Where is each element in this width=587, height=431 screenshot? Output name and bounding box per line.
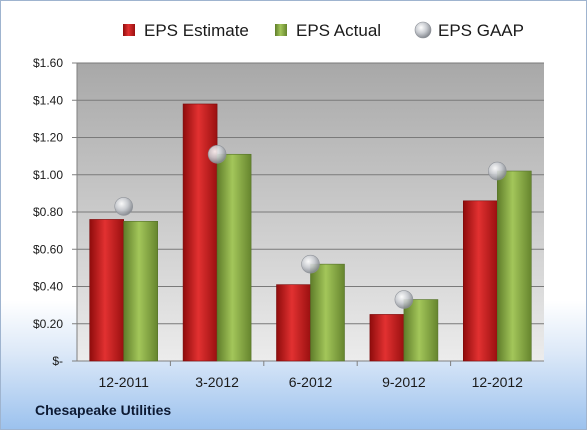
gaap-markers <box>114 144 507 309</box>
marker-eps-gaap <box>394 290 414 309</box>
bar-eps-actual <box>123 221 158 362</box>
y-tick-label: $0.40 <box>33 280 63 294</box>
marker-eps-gaap <box>301 254 320 274</box>
x-tick-label: 3-2012 <box>195 374 239 390</box>
y-tick-label: $- <box>52 354 63 368</box>
y-tick-label: $1.20 <box>33 131 63 145</box>
y-tick-label: $0.20 <box>33 317 63 331</box>
y-tick-label: $1.60 <box>33 56 63 70</box>
legend-label: EPS Estimate <box>144 21 249 40</box>
bar-eps-estimate <box>182 103 218 362</box>
x-tick-label: 12-2012 <box>472 374 524 390</box>
x-tick-label: 9-2012 <box>382 374 426 390</box>
bars <box>89 103 532 362</box>
legend-label: EPS Actual <box>296 21 381 40</box>
bar-eps-actual <box>310 263 345 362</box>
x-tick-label: 12-2011 <box>99 374 150 390</box>
legend-swatch <box>123 24 135 36</box>
x-tick-label: 6-2012 <box>289 374 333 390</box>
bar-eps-actual <box>403 299 439 362</box>
bar-eps-estimate <box>369 314 405 362</box>
bar-eps-estimate <box>89 219 124 362</box>
y-tick-label: $1.40 <box>33 93 63 107</box>
y-tick-label: $1.00 <box>33 168 63 182</box>
legend-swatch <box>414 21 432 39</box>
chart-legend: EPS Estimate EPS Actual EPS GAAP <box>123 21 524 40</box>
legend-label: EPS GAAP <box>438 21 524 40</box>
marker-eps-gaap <box>207 144 227 164</box>
bar-eps-actual <box>496 170 532 362</box>
marker-eps-gaap <box>114 197 133 216</box>
marker-eps-gaap <box>487 161 507 181</box>
y-tick-label: $0.80 <box>33 205 63 219</box>
legend-swatch <box>275 24 287 36</box>
bar-eps-estimate <box>462 200 498 362</box>
bar-eps-actual <box>216 153 252 362</box>
y-axis: $- $0.20 $0.40 $0.60 $0.80 $1.00 $1.20 $1.40 $1.… <box>33 56 78 368</box>
company-name: Chesapeake Utilities <box>35 402 172 418</box>
x-axis: 12-2011 3-2012 6-2012 9-2012 12-2012 <box>99 361 524 390</box>
bar-eps-estimate <box>276 284 311 362</box>
y-tick-label: $0.60 <box>33 242 63 256</box>
